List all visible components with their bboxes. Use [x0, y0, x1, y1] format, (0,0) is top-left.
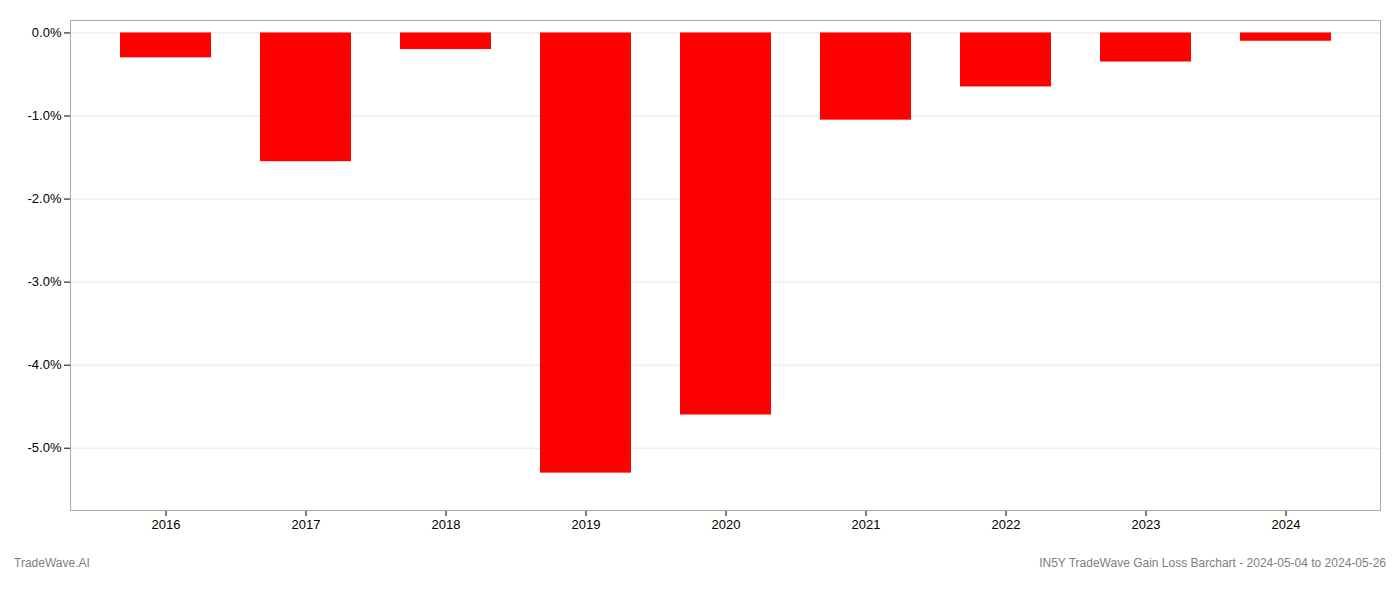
- svg-text:-2.0%: -2.0%: [28, 191, 62, 206]
- svg-text:2016: 2016: [152, 517, 181, 532]
- svg-text:2018: 2018: [432, 517, 461, 532]
- svg-text:0.0%: 0.0%: [32, 25, 62, 40]
- svg-text:-3.0%: -3.0%: [28, 274, 62, 289]
- svg-text:2019: 2019: [572, 517, 601, 532]
- svg-text:2020: 2020: [712, 517, 741, 532]
- svg-text:2021: 2021: [852, 517, 881, 532]
- svg-text:2022: 2022: [992, 517, 1021, 532]
- svg-text:2023: 2023: [1132, 517, 1161, 532]
- svg-text:-1.0%: -1.0%: [28, 108, 62, 123]
- html-text:IN5Y TradeWave Gain Loss Barch: IN5Y TradeWave Gain Loss Barchart - 2024…: [1039, 556, 1386, 570]
- svg-text:-5.0%: -5.0%: [28, 440, 62, 455]
- svg-text:-4.0%: -4.0%: [28, 357, 62, 372]
- svg-text:2017: 2017: [292, 517, 321, 532]
- svg-text:2024: 2024: [1272, 517, 1301, 532]
- html-text:TradeWave.AI: TradeWave.AI: [14, 556, 90, 570]
